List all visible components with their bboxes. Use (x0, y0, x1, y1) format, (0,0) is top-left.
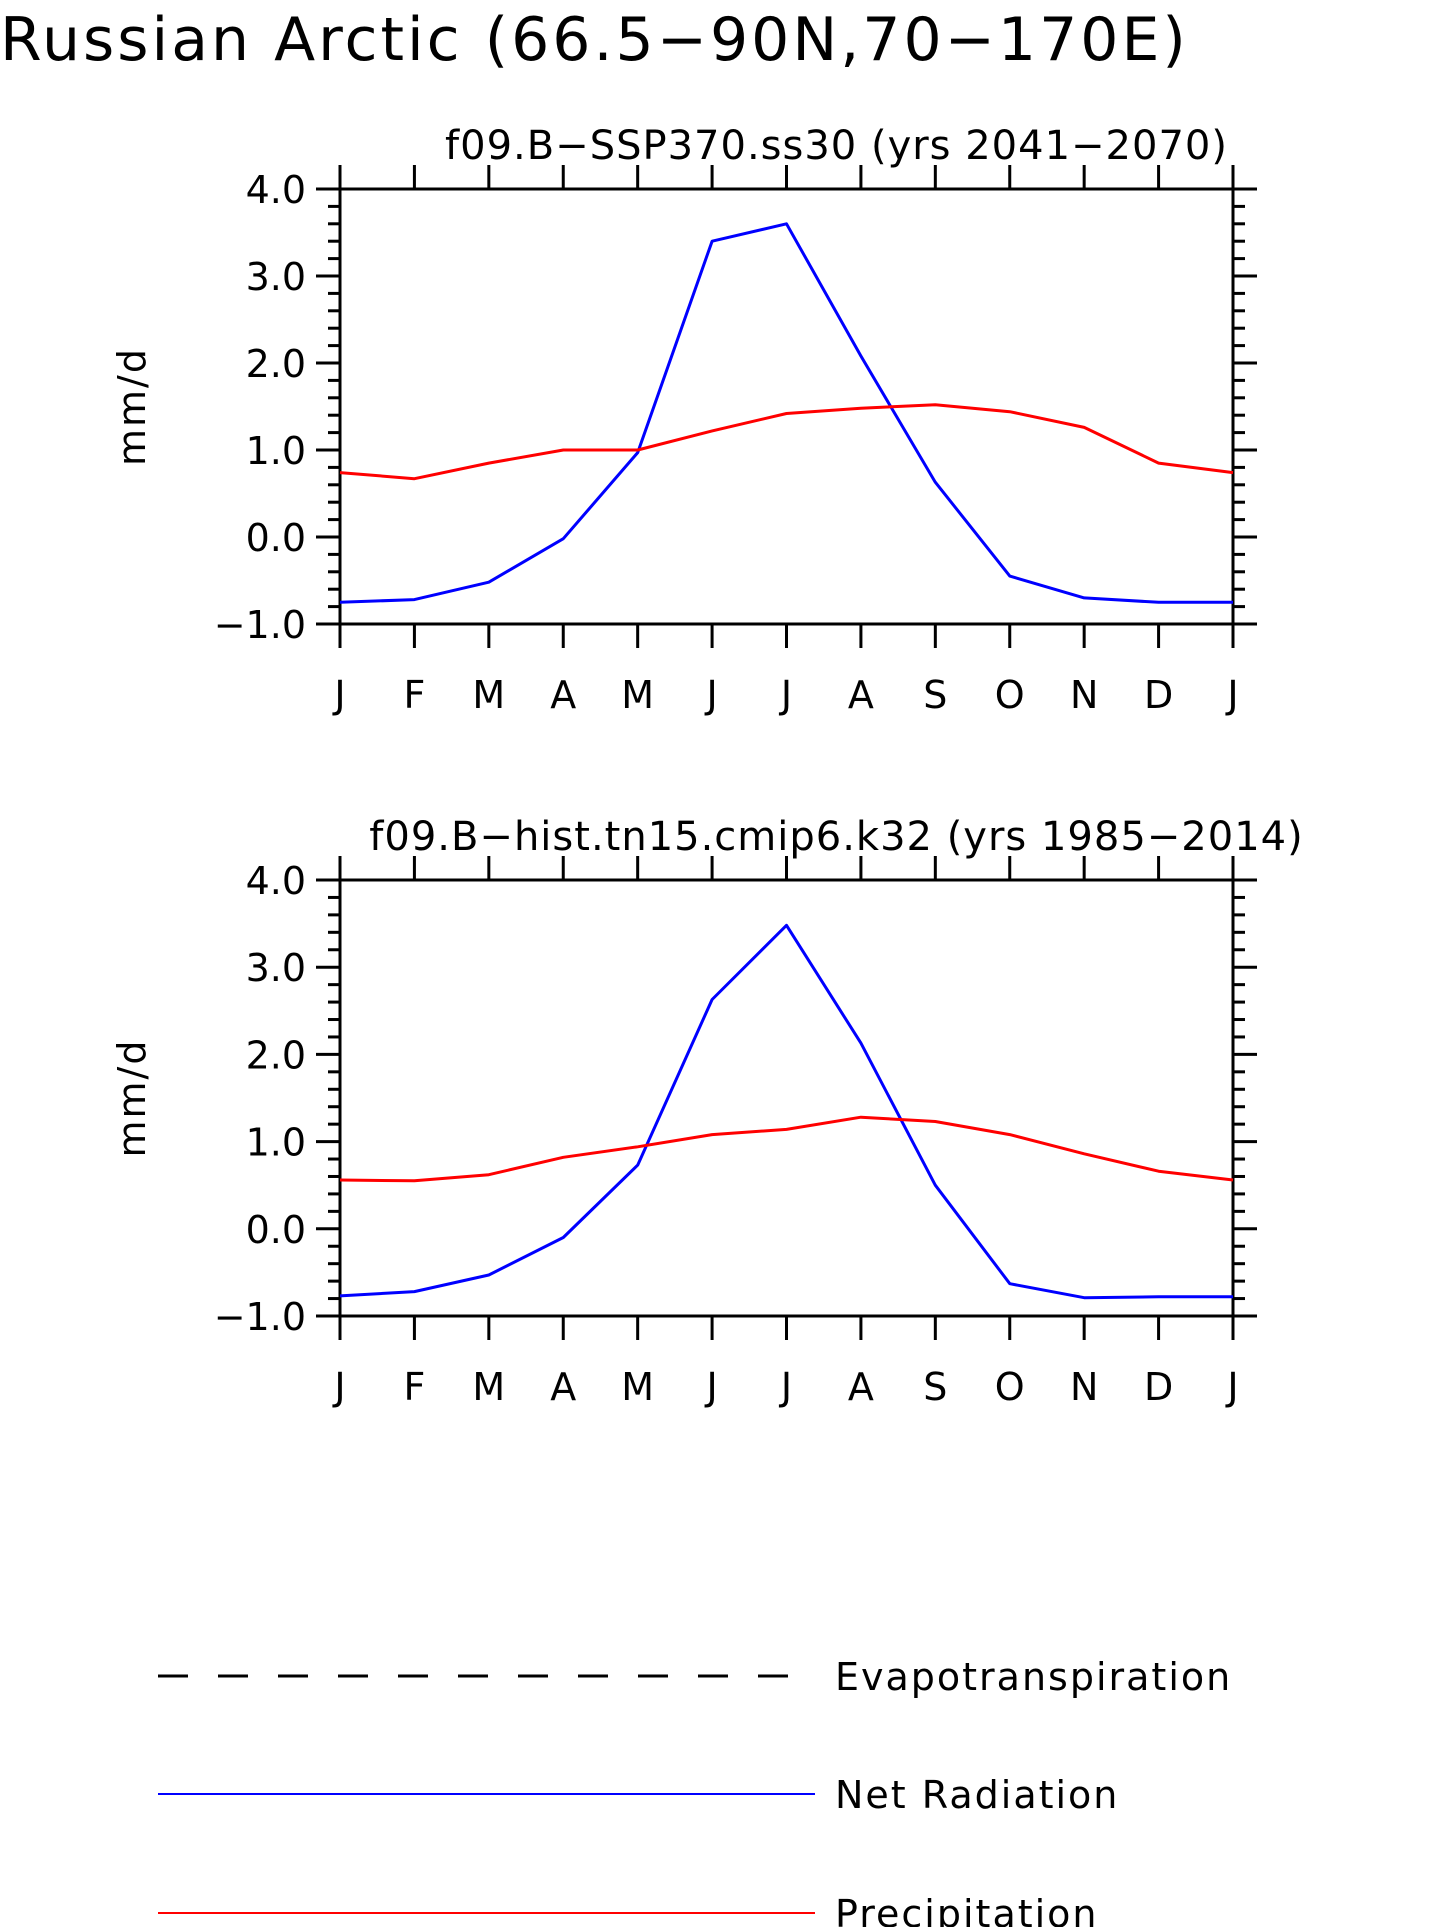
x-tick-label: F (403, 1365, 425, 1409)
series-line-precipitation (339, 403, 1234, 481)
x-tick-label: O (995, 673, 1025, 717)
panel-1-frame (338, 187, 1235, 626)
y-tick-label: 2.0 (246, 1033, 306, 1077)
x-tick-label: O (995, 1365, 1025, 1409)
x-tick-label: J (704, 673, 717, 717)
x-tick-label: J (1225, 1365, 1238, 1409)
x-tick-label: N (1070, 1365, 1098, 1409)
x-tick-label: D (1144, 673, 1173, 717)
x-tick-label: J (332, 673, 345, 717)
y-tick-label: 1.0 (246, 429, 306, 473)
x-tick-label: J (704, 1365, 717, 1409)
x-tick-label: J (332, 1365, 345, 1409)
y-tick-label: 0.0 (246, 1208, 306, 1252)
x-tick-label: J (1225, 673, 1238, 717)
series-line-net-radiation (339, 222, 1233, 604)
x-tick-label: D (1144, 1365, 1173, 1409)
x-tick-label: A (550, 673, 576, 717)
x-tick-label: J (779, 673, 792, 717)
main-title: Russian Arctic (66.5−90N,70−170E) (0, 5, 1189, 75)
y-tick-label: 1.0 (246, 1121, 306, 1165)
y-tick-label: 4.0 (246, 859, 306, 903)
y-tick-label: 4.0 (246, 168, 306, 212)
legend-label-precipitation: Precipitation (835, 1892, 1099, 1927)
panel-2-frame (338, 878, 1235, 1318)
x-tick-label: F (403, 673, 425, 717)
legend-label-net-radiation: Net Radiation (835, 1773, 1119, 1817)
x-tick-label: S (923, 673, 947, 717)
x-tick-label: A (848, 673, 874, 717)
y-tick-label: 3.0 (246, 946, 306, 990)
x-tick-label: M (472, 673, 505, 717)
y-tick-label: −1.0 (214, 1295, 306, 1339)
x-tick-label: A (550, 1365, 576, 1409)
series-line-net-radiation (339, 923, 1233, 1300)
x-tick-label: A (848, 1365, 874, 1409)
y-tick-label: 3.0 (246, 255, 306, 299)
y-tick-label: 2.0 (246, 342, 306, 386)
x-tick-label: M (621, 1365, 654, 1409)
y-axis-label: mm/d (110, 1039, 154, 1158)
x-tick-label: M (472, 1365, 505, 1409)
x-tick-label: N (1070, 673, 1098, 717)
x-tick-label: M (621, 673, 654, 717)
panel-1-title: f09.B−SSP370.ss30 (yrs 2041−2070) (445, 123, 1228, 169)
x-tick-label: S (923, 1365, 947, 1409)
y-tick-label: −1.0 (214, 603, 306, 647)
y-axis-label: mm/d (110, 347, 154, 466)
y-tick-label: 0.0 (246, 516, 306, 560)
x-tick-label: J (779, 1365, 792, 1409)
panel-2-title: f09.B−hist.tn15.cmip6.k32 (yrs 1985−2014… (369, 814, 1303, 860)
legend-label-evapotranspiration: Evapotranspiration (835, 1655, 1232, 1699)
series-line-precipitation (339, 1115, 1234, 1183)
